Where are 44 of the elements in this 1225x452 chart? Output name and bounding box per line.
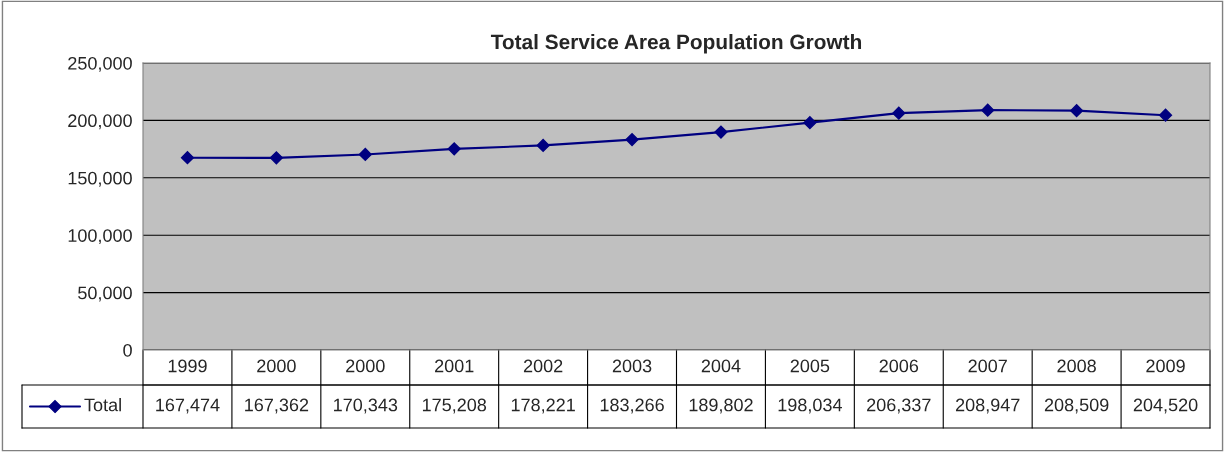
point — [981, 103, 995, 117]
y-tick-label: 0 — [123, 343, 132, 357]
x-tick-label: 2008 — [1057, 359, 1096, 373]
y-tick-label: 250,000 — [68, 56, 132, 72]
data-label: 170,343 — [334, 398, 398, 414]
point — [358, 147, 372, 162]
chart-title: Total Service Area Population Growth — [490, 34, 862, 54]
x-tick-label: 2007 — [968, 359, 1007, 373]
y-tick-label: 200,000 — [68, 114, 132, 130]
data-label: 208,947 — [955, 398, 1020, 414]
point — [180, 151, 195, 165]
point — [447, 142, 461, 156]
x-tick-label: 2003 — [612, 359, 652, 373]
y-tick-label: 50,000 — [78, 286, 132, 302]
legend-label: Total — [84, 398, 121, 412]
y-tick-label: 100,000 — [68, 229, 132, 245]
point — [536, 138, 550, 152]
data-label: 167,362 — [245, 398, 309, 414]
data-label: 178,221 — [511, 398, 575, 414]
x-tick-label: 2004 — [701, 359, 741, 373]
data-label: 198,034 — [778, 398, 842, 414]
x-tick-label: 2006 — [879, 359, 919, 373]
x-tick-label: 2009 — [1146, 359, 1185, 373]
data-label: 189,802 — [689, 398, 753, 414]
point — [1070, 104, 1084, 118]
point — [269, 151, 283, 165]
data-label: 204,520 — [1133, 398, 1198, 414]
point — [625, 133, 639, 147]
x-tick-label: 2005 — [790, 359, 830, 373]
x-tick-label: 2000 — [346, 359, 385, 373]
x-tick-label: 1999 — [168, 359, 207, 373]
point — [892, 106, 906, 120]
x-tick-label: 2001 — [435, 359, 474, 373]
point — [803, 116, 817, 130]
x-tick-label: 2002 — [523, 359, 563, 373]
data-label: 183,266 — [600, 398, 664, 414]
data-label: 208,509 — [1044, 398, 1109, 414]
data-label: 167,474 — [156, 398, 220, 414]
data-label: 206,337 — [867, 398, 931, 414]
y-tick-label: 150,000 — [68, 171, 132, 187]
point — [714, 125, 728, 139]
data-label: 175,208 — [422, 398, 487, 414]
point — [1158, 108, 1173, 122]
x-tick-label: 2000 — [257, 359, 296, 373]
